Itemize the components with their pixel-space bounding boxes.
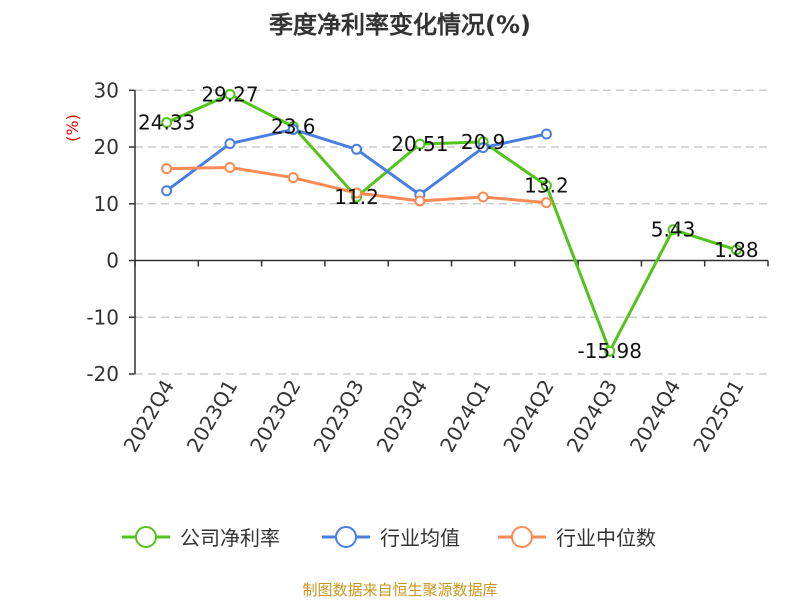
chart-title: 季度净利率变化情况(%) [269, 11, 531, 39]
data-point [414, 138, 426, 150]
data-label: 29.27 [201, 82, 258, 106]
data-label: 23.6 [271, 115, 316, 139]
x-tick-label: 2023Q4 [372, 376, 432, 457]
data-point [667, 224, 679, 236]
y-tick-label: 30 [94, 78, 119, 102]
data-point [604, 345, 616, 357]
x-tick-label: 2023Q3 [308, 376, 368, 457]
y-tick-label: 0 [106, 249, 119, 273]
data-point [730, 244, 742, 256]
data-point [287, 172, 299, 184]
data-point [477, 191, 489, 203]
data-point [287, 123, 299, 135]
data-point [540, 128, 552, 140]
y-tick-label: -10 [86, 305, 119, 329]
data-label: 24.33 [138, 110, 195, 134]
data-point [540, 197, 552, 209]
x-tick-label: 2024Q3 [562, 376, 622, 457]
legend-label: 公司净利率 [180, 526, 280, 550]
data-point [477, 142, 489, 154]
data-label: -15.98 [578, 339, 642, 363]
legend-label: 行业中位数 [556, 526, 656, 550]
y-axis-label: (%) [63, 114, 82, 142]
data-point [351, 143, 363, 155]
data-label: 1.88 [714, 238, 759, 262]
data-point [224, 161, 236, 173]
series-line-0 [166, 92, 737, 355]
data-label: 20.51 [391, 132, 448, 156]
data-point [351, 187, 363, 199]
data-point [540, 180, 552, 192]
x-tick-label: 2024Q4 [625, 376, 685, 457]
x-tick-label: 2023Q1 [182, 376, 242, 457]
x-tick-label: 2025Q1 [688, 376, 748, 457]
y-tick-label: 10 [94, 192, 119, 216]
x-tick-label: 2024Q2 [498, 376, 558, 457]
x-tick-label: 2024Q1 [435, 376, 495, 457]
data-point [161, 185, 173, 197]
data-label: 20.9 [461, 130, 506, 154]
data-label: 11.2 [334, 185, 379, 209]
x-tick-label: 2022Q4 [119, 376, 179, 457]
data-point [161, 163, 173, 175]
data-point [224, 138, 236, 150]
legend-marker [135, 526, 157, 548]
legend-marker [335, 526, 357, 548]
y-tick-label: 20 [94, 135, 119, 159]
data-point [161, 116, 173, 128]
data-point [414, 195, 426, 207]
data-label: 5.43 [651, 218, 696, 242]
legend-label: 行业均值 [380, 526, 460, 550]
data-point [224, 88, 236, 100]
x-tick-label: 2023Q2 [245, 376, 305, 457]
legend-marker [511, 526, 533, 548]
data-label: 13.2 [524, 174, 569, 198]
source-note: 制图数据来自恒生聚源数据库 [302, 581, 497, 599]
y-tick-label: -20 [86, 362, 119, 386]
